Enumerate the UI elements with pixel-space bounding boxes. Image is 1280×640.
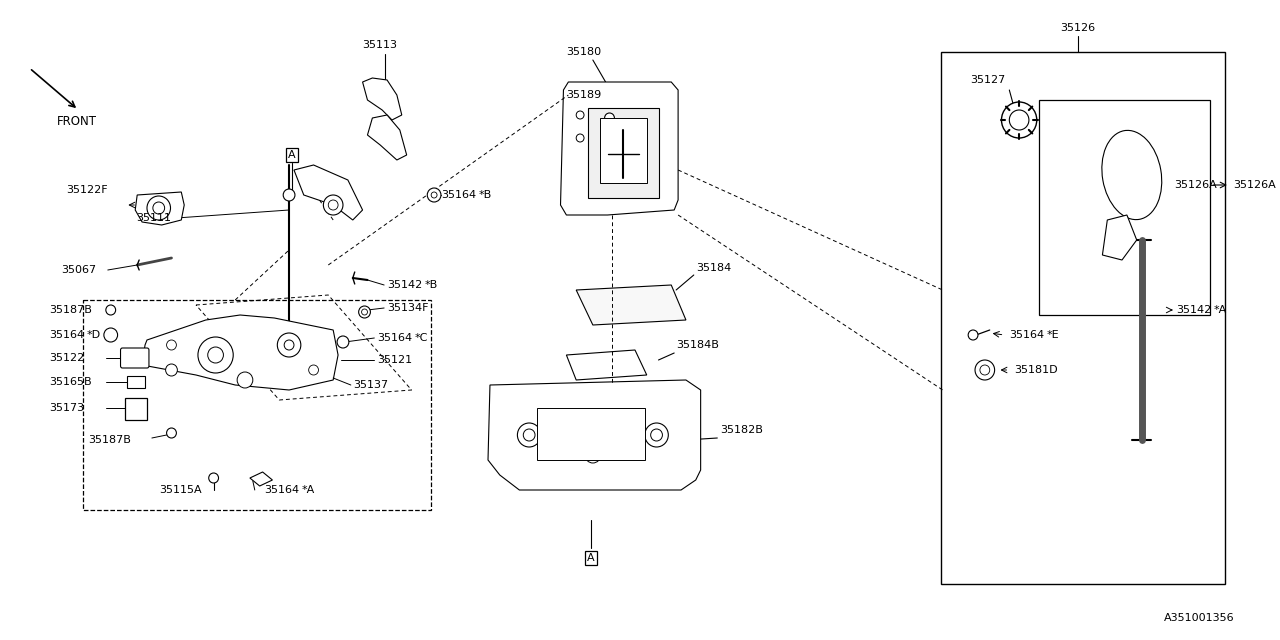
Text: 35164: 35164 [49, 330, 84, 340]
Polygon shape [576, 285, 686, 325]
Polygon shape [488, 380, 700, 490]
Circle shape [166, 428, 177, 438]
Bar [128, 376, 145, 388]
Text: 35187B: 35187B [88, 435, 131, 445]
Text: 35067: 35067 [60, 265, 96, 275]
Circle shape [278, 333, 301, 357]
Text: 35142: 35142 [1176, 305, 1211, 315]
Text: 35115A: 35115A [159, 485, 201, 495]
Bar [1038, 100, 1210, 315]
Circle shape [308, 365, 319, 375]
Polygon shape [561, 82, 678, 215]
Circle shape [517, 423, 541, 447]
Circle shape [1010, 110, 1029, 130]
Circle shape [980, 365, 989, 375]
Bar [125, 398, 147, 420]
Text: 35164: 35164 [1010, 330, 1044, 340]
Text: A351001356: A351001356 [1164, 613, 1235, 623]
Circle shape [585, 447, 600, 463]
Polygon shape [294, 165, 362, 220]
Text: *A: *A [302, 485, 315, 495]
Text: 35126A: 35126A [1233, 180, 1275, 190]
Bar [83, 300, 431, 510]
Bar [538, 408, 645, 460]
Text: 35122: 35122 [49, 353, 84, 363]
Circle shape [166, 340, 177, 350]
Circle shape [198, 337, 233, 373]
Circle shape [650, 429, 663, 441]
Circle shape [207, 347, 224, 363]
Circle shape [576, 111, 584, 119]
Polygon shape [136, 192, 184, 225]
Circle shape [106, 305, 115, 315]
Ellipse shape [1102, 131, 1162, 220]
Circle shape [576, 134, 584, 142]
Text: 35164: 35164 [265, 485, 300, 495]
Circle shape [209, 473, 219, 483]
Text: 35182B: 35182B [721, 425, 763, 435]
Bar [941, 52, 1225, 584]
Text: 35122F: 35122F [67, 185, 109, 195]
Text: 35189: 35189 [566, 90, 602, 100]
Circle shape [328, 200, 338, 210]
Text: *A: *A [1213, 305, 1226, 315]
Text: *D: *D [86, 330, 100, 340]
Text: 35164: 35164 [378, 333, 412, 343]
Circle shape [604, 113, 614, 123]
Polygon shape [250, 472, 273, 486]
Circle shape [165, 364, 178, 376]
Bar [588, 108, 658, 198]
Text: *E: *E [1047, 330, 1059, 340]
Text: 35184: 35184 [696, 263, 731, 273]
Text: 35165B: 35165B [49, 377, 92, 387]
Circle shape [283, 334, 294, 346]
FancyBboxPatch shape [120, 348, 148, 368]
Text: A: A [288, 150, 296, 160]
Text: *B: *B [424, 280, 438, 290]
Circle shape [152, 202, 165, 214]
Circle shape [284, 340, 294, 350]
Circle shape [431, 192, 436, 198]
Text: 35181D: 35181D [1014, 365, 1057, 375]
Circle shape [337, 336, 349, 348]
Text: 35111: 35111 [137, 213, 172, 223]
Text: 35142: 35142 [387, 280, 422, 290]
Polygon shape [142, 315, 338, 390]
Circle shape [968, 330, 978, 340]
Text: 35134F: 35134F [387, 303, 429, 313]
Circle shape [645, 423, 668, 447]
Text: 35126A: 35126A [1174, 180, 1217, 190]
Text: 35184B: 35184B [676, 340, 719, 350]
Circle shape [358, 306, 370, 318]
Circle shape [283, 189, 294, 201]
Circle shape [524, 429, 535, 441]
Circle shape [975, 360, 995, 380]
Text: 35126: 35126 [1060, 23, 1096, 33]
Circle shape [237, 372, 253, 388]
Circle shape [1001, 102, 1037, 138]
Bar [600, 118, 646, 183]
Polygon shape [566, 350, 646, 380]
Circle shape [324, 195, 343, 215]
Text: *C: *C [415, 333, 428, 343]
Text: FRONT: FRONT [56, 115, 97, 128]
Text: 35137: 35137 [353, 380, 388, 390]
Text: A: A [588, 553, 595, 563]
Polygon shape [367, 115, 407, 160]
Text: 35113: 35113 [362, 40, 398, 50]
Circle shape [361, 309, 367, 315]
Polygon shape [1102, 215, 1137, 260]
Text: 35127: 35127 [970, 75, 1005, 85]
Circle shape [428, 188, 442, 202]
Text: 35164: 35164 [442, 190, 476, 200]
Text: *B: *B [479, 190, 492, 200]
Text: 35121: 35121 [378, 355, 412, 365]
Circle shape [104, 328, 118, 342]
Text: 35187B: 35187B [49, 305, 92, 315]
Circle shape [147, 196, 170, 220]
Text: 35173: 35173 [49, 403, 84, 413]
Polygon shape [362, 78, 402, 120]
Text: 35180: 35180 [566, 47, 602, 57]
